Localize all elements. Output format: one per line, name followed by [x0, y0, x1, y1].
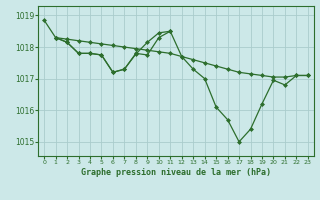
X-axis label: Graphe pression niveau de la mer (hPa): Graphe pression niveau de la mer (hPa)	[81, 168, 271, 177]
